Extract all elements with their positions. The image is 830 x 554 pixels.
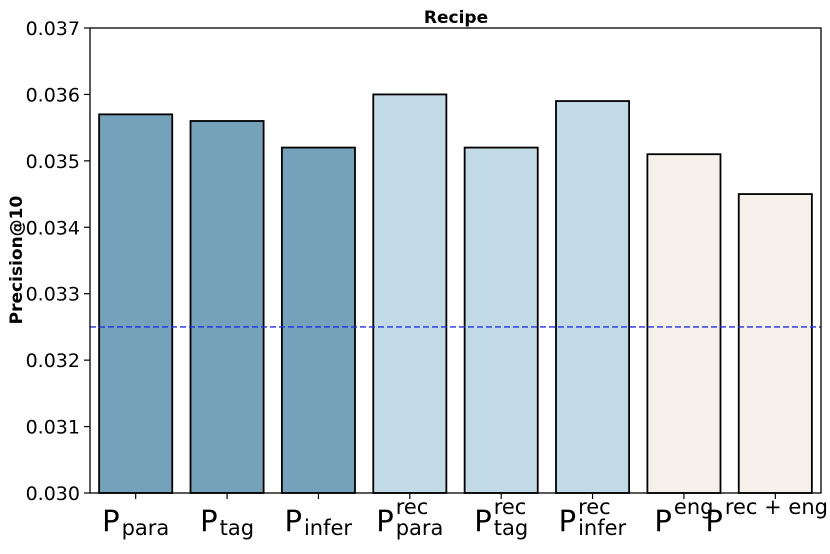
y-tick-label: 0.034: [26, 217, 80, 239]
y-tick-label: 0.033: [26, 284, 80, 306]
x-tick-label-base: P: [654, 504, 672, 538]
x-tick-label-superscript: rec: [494, 495, 527, 519]
y-tick-label: 0.031: [26, 417, 80, 439]
bar-7: [737, 193, 813, 494]
x-tick-label-base: P: [559, 504, 577, 538]
x-tick-label-subscript: tag: [494, 516, 528, 540]
bars-layer: [98, 93, 813, 494]
y-axis-label: Precision@10: [7, 196, 27, 325]
y-tick-label: 0.037: [26, 18, 80, 40]
x-tick-label-superscript: rec: [396, 495, 429, 519]
x-tick-label-subscript: infer: [304, 516, 352, 540]
x-tick-label-subscript: tag: [220, 516, 254, 540]
bar-4: [463, 146, 539, 494]
x-tick-label-subscript: infer: [578, 516, 626, 540]
x-tick-label-base: P: [705, 504, 723, 538]
y-tick-label: 0.032: [26, 350, 80, 372]
x-tick-label-superscript: rec: [578, 495, 611, 519]
y-axis-ticks: 0.030 0.031 0.032 0.033 0.034 0.035 0.036 0.037: [26, 18, 90, 505]
x-tick-label-base: P: [474, 504, 492, 538]
x-tick-label-superscript: rec + eng: [725, 495, 828, 519]
x-tick-label-subscript: para: [122, 516, 170, 540]
x-tick-label-base: P: [376, 504, 394, 538]
bar-5: [555, 100, 631, 494]
x-tick-label-base: P: [102, 504, 120, 538]
chart-title: Recipe: [424, 8, 488, 28]
bar-3: [372, 93, 448, 494]
bar-2: [280, 146, 356, 494]
bar-1: [189, 120, 265, 494]
bar-6: [646, 153, 722, 494]
plot-frame: [89, 27, 822, 494]
y-tick-label: 0.030: [26, 483, 80, 505]
y-tick-label: 0.035: [26, 151, 80, 173]
x-tick-label-superscript: eng: [674, 495, 714, 519]
y-tick-label: 0.036: [26, 84, 80, 106]
x-tick-label-base: P: [200, 504, 218, 538]
x-tick-label-subscript: para: [396, 516, 444, 540]
x-tick-label-base: P: [284, 504, 302, 538]
bar-0: [98, 113, 174, 494]
